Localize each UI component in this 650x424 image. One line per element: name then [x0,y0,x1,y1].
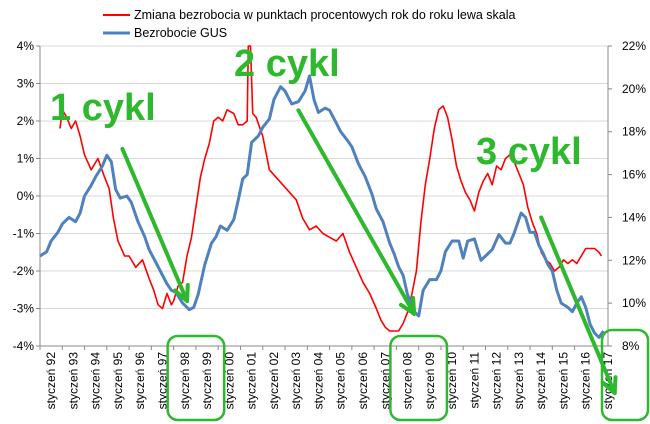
x-tick-label: styczeń 14 [534,352,548,410]
left-tick-label: -4% [13,339,35,353]
left-tick-label: -3% [13,302,35,316]
trend-arrowhead [173,283,190,303]
x-tick-label: styczeń 99 [200,352,214,410]
series-line-change [59,45,602,332]
left-tick-label: 1% [17,152,35,166]
x-tick-label: styczeń 08 [401,352,415,410]
x-tick-label: styczeń 05 [334,352,348,410]
right-tick-label: 18% [622,125,646,139]
left-axis-ticks: -4% -3% -2% -1% 0% 1% 2% 3% 4% [13,39,40,353]
x-tick-label: styczeń 16 [579,352,593,410]
x-tick-label: styczeń 97 [156,352,170,410]
x-tick-label: styczeń 11 [467,352,481,409]
x-tick-label: styczeń 01 [245,352,259,410]
cycle-label: 3 cykl [476,131,582,173]
legend-label-unemployment: Bezrobocie GUS [134,26,227,40]
x-tick-label: styczeń 12 [490,352,504,410]
legend: Zmiana bezrobocia w punktach procentowyc… [103,8,515,40]
left-tick-label: 3% [17,77,35,91]
x-tick-label: styczeń 96 [133,352,147,410]
left-tick-label: 2% [17,114,35,128]
highlight-box-right [600,328,650,422]
series-line-unemployment [39,74,605,339]
left-tick-label: 4% [17,39,35,53]
trend-arrowhead [600,375,618,396]
right-axis-ticks: 8% 10% 12% 14% 16% 18% 20% 22% [608,39,646,353]
x-tick-label: styczeń 95 [111,352,125,410]
x-tick-label: styczeń 13 [512,352,526,410]
x-tick-label: styczeń 03 [289,352,303,410]
x-tick-label: styczeń 06 [356,352,370,410]
x-tick-label: styczeń 04 [311,352,325,410]
right-tick-label: 14% [622,210,646,224]
left-tick-label: -2% [13,264,35,278]
x-tick-label: styczeń 93 [66,352,80,410]
left-tick-label: -1% [13,227,35,241]
x-tick-label: styczeń 09 [423,352,437,410]
highlight-box [166,334,226,422]
cycle-label: 1 cykl [50,87,156,129]
series-lines [39,45,605,339]
right-tick-label: 16% [622,168,646,182]
trend-arrowhead [399,295,417,316]
right-tick-label: 10% [622,296,646,310]
cycle-annotations: 1 cykl 2 cykl 3 cykl [50,43,650,422]
right-tick-label: 12% [622,253,646,267]
highlight-box [389,334,449,422]
x-tick-label: styczeń 02 [267,352,281,410]
legend-label-change: Zmiana bezrobocia w punktach procentowyc… [134,8,515,22]
x-tick-label: styczeń 92 [44,352,58,410]
right-tick-label: 22% [622,39,646,53]
x-tick-label: styczeń 15 [556,352,570,410]
trend-arrow [296,108,417,316]
x-tick-label: styczeń 07 [378,352,392,410]
right-tick-label: 20% [622,82,646,96]
trend-arrow [120,146,190,303]
x-tick-label: styczeń 10 [445,352,459,410]
x-tick-label: styczeń 98 [178,352,192,410]
left-tick-label: 0% [17,189,35,203]
x-tick-label: styczeń 94 [89,352,103,410]
cycle-label: 2 cykl [234,43,340,85]
right-tick-label: 8% [622,339,640,353]
x-tick-label: styczeń 00 [222,352,236,410]
